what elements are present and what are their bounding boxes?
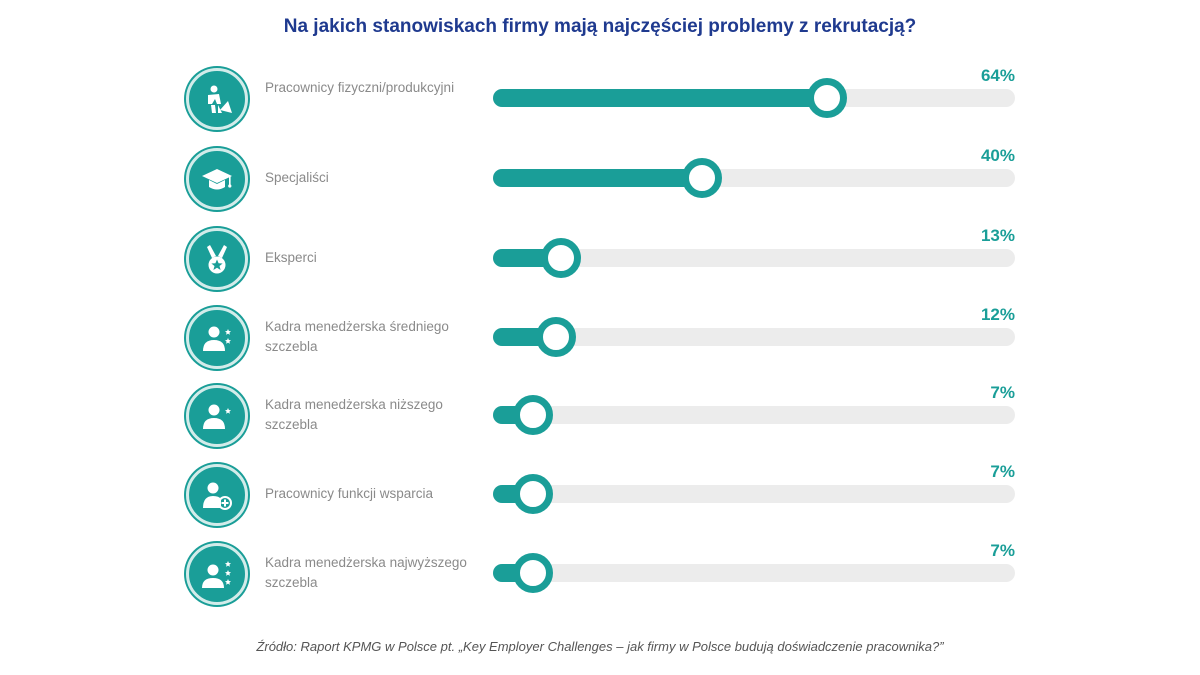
bar-row-specjalisci: Specjaliści 40% bbox=[0, 138, 1200, 218]
bar-knob bbox=[513, 395, 553, 435]
bar-track bbox=[493, 474, 1015, 514]
category-label: Pracownicy fizyczni/produkcyjni bbox=[265, 80, 455, 95]
value-label: 7% bbox=[990, 462, 1015, 481]
medal-icon bbox=[186, 228, 248, 290]
category-label: Kadra menedżerska najwyższego szczebla bbox=[265, 555, 467, 590]
person-plus-icon bbox=[186, 464, 248, 526]
worker-shovel-icon bbox=[186, 68, 248, 130]
manager-three-stars-icon bbox=[186, 543, 248, 605]
bar-row-pracownicy-fizyczni-produkcyjni: Pracownicy fizyczni/produkcyjni 64% bbox=[0, 58, 1200, 138]
category-label: Pracownicy funkcji wsparcia bbox=[265, 486, 434, 501]
bar-row-eksperci: Eksperci 13% bbox=[0, 218, 1200, 298]
bar-track bbox=[493, 78, 1015, 118]
bar-track bbox=[493, 395, 1015, 435]
bar-knob bbox=[807, 78, 848, 118]
bar-row-kadra-menedzerska-najwyzszego-szczebla: Kadra menedżerska najwyższego szczebla 7% bbox=[0, 533, 1200, 613]
value-label: 13% bbox=[980, 226, 1015, 245]
bar-track bbox=[493, 553, 1015, 593]
manager-star-icon bbox=[186, 385, 248, 447]
bar-track bbox=[493, 238, 1015, 278]
chart-title: Na jakich stanowiskach firmy mają najczę… bbox=[283, 16, 917, 37]
source-note: Źródło: Raport KPMG w Polsce pt. „Key Em… bbox=[256, 639, 944, 654]
bar-row-pracownicy-funkcji-wsparcia: Pracownicy funkcji wsparcia 7% bbox=[0, 454, 1200, 534]
bar-track bbox=[493, 158, 1015, 198]
category-label: Specjaliści bbox=[265, 170, 329, 185]
value-label: 7% bbox=[990, 383, 1015, 402]
value-label: 64% bbox=[980, 66, 1015, 85]
category-label: Kadra menedżerska średniego szczebla bbox=[265, 319, 449, 354]
bar-knob bbox=[513, 474, 553, 514]
bar-fill bbox=[493, 89, 828, 107]
bar-knob bbox=[681, 158, 722, 198]
bar-knob bbox=[535, 317, 576, 357]
bar-row-kadra-menedzerska-nizszego-szczebla: Kadra menedżerska niższego szczebla 7% bbox=[0, 375, 1200, 455]
bar-fill bbox=[493, 169, 702, 187]
value-label: 7% bbox=[990, 541, 1015, 560]
value-label: 12% bbox=[980, 305, 1015, 324]
category-label: Eksperci bbox=[265, 250, 317, 265]
bar-knob bbox=[513, 553, 553, 593]
manager-one-star-icon bbox=[186, 307, 248, 369]
bar-knob bbox=[540, 238, 581, 278]
bar-row-kadra-menedzerska-sredniego-szczebla: Kadra menedżerska średniego szczebla 12% bbox=[0, 297, 1200, 377]
bar-track bbox=[493, 317, 1015, 357]
graduation-cap-icon bbox=[186, 148, 248, 210]
value-label: 40% bbox=[980, 146, 1015, 165]
category-label: Kadra menedżerska niższego szczebla bbox=[265, 397, 443, 432]
